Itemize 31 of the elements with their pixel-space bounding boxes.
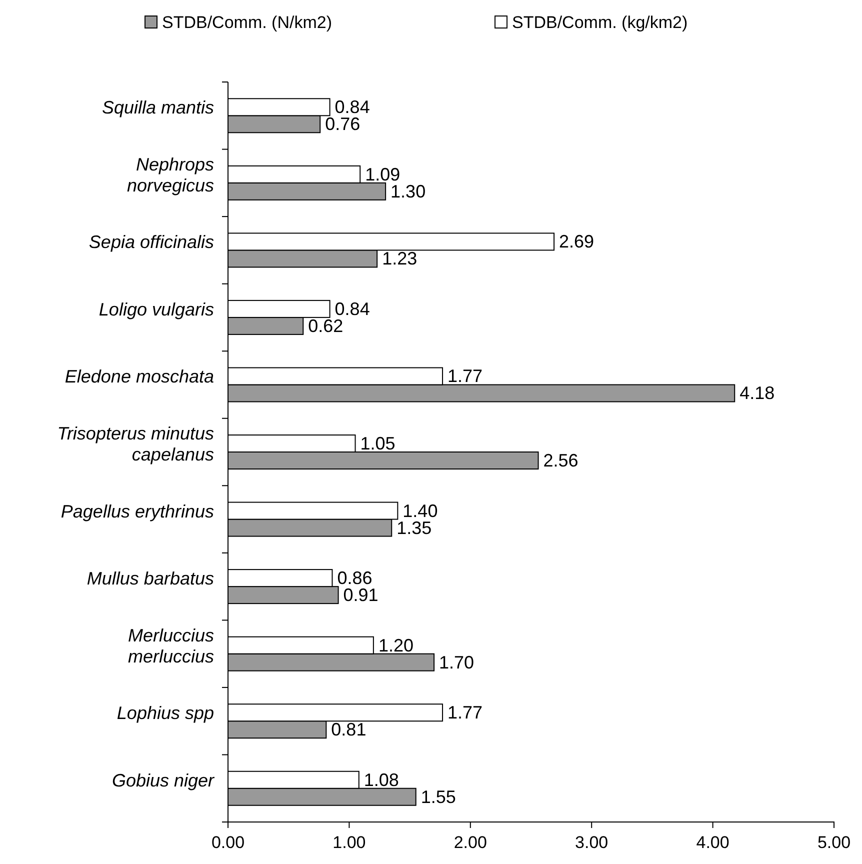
data-label: 1.55 — [420, 786, 456, 807]
y-tick-label: Lophius spp — [116, 703, 214, 724]
y-tick-label: Merluccius merluccius — [128, 625, 214, 666]
data-label: 2.69 — [559, 232, 594, 252]
data-label: 1.70 — [439, 652, 474, 672]
x-tick-label: 5.00 — [817, 833, 851, 852]
x-tick-label: 2.00 — [454, 833, 487, 852]
y-tick-label: Eledone moschata — [64, 366, 214, 387]
x-tick-label: 3.00 — [575, 833, 608, 852]
x-tick-label: 4.00 — [696, 833, 730, 852]
data-label: 1.77 — [448, 366, 483, 386]
legend-label: STDB/Comm. (N/km2) — [162, 13, 332, 32]
y-tick-label: Pagellus erythrinus — [60, 501, 214, 522]
y-tick-label: Loligo vulgaris — [98, 299, 214, 320]
data-label: 1.23 — [382, 248, 418, 269]
x-tick-label: 0.00 — [211, 833, 245, 852]
y-tick-label: Trisopterus minutus capelanus — [57, 424, 214, 464]
x-tick-label: 1.00 — [332, 833, 366, 852]
y-tick-label: Mullus barbatus — [86, 568, 214, 589]
y-tick-label: Squilla mantis — [102, 98, 214, 118]
y-tick-label: Nephrops norvegicus — [126, 154, 214, 196]
data-label: 4.18 — [740, 383, 775, 404]
data-label: 1.05 — [360, 434, 396, 454]
data-label: 2.56 — [543, 450, 578, 470]
y-tick-label: Gobius niger — [112, 770, 215, 790]
data-label: 1.20 — [378, 635, 414, 656]
legend-label: STDB/Comm. (kg/km2) — [512, 13, 688, 32]
data-label: 1.08 — [364, 770, 399, 790]
data-label: 0.81 — [331, 720, 366, 740]
data-label: 1.77 — [448, 702, 483, 723]
y-tick-label: Sepia officinalis — [88, 232, 214, 252]
